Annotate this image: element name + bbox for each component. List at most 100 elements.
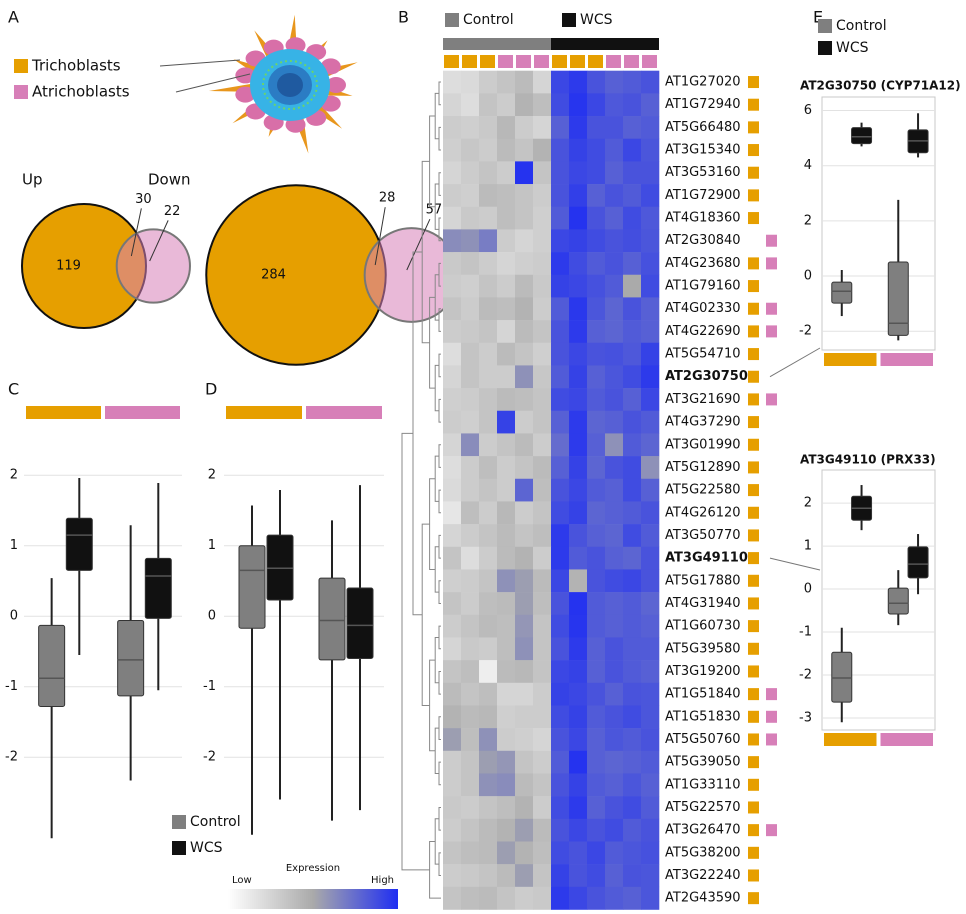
heatmap-cell: [461, 546, 480, 570]
heatmap-cell: [443, 569, 462, 593]
dendrogram: [434, 818, 439, 865]
heatmap-cell: [443, 297, 462, 321]
heatmap-cell: [515, 206, 534, 230]
heatmap-cell: [587, 524, 606, 548]
dendrogram: [429, 659, 436, 752]
heatmap-cell: [605, 252, 624, 276]
heatmap-cell: [623, 569, 642, 593]
heatmap-cell: [533, 796, 552, 820]
heatmap-cell: [587, 184, 606, 208]
heatmap-cell: [443, 682, 462, 706]
gene-label: AT3G01990: [665, 437, 741, 452]
gene-label: AT4G23680: [665, 256, 741, 271]
heatmap-cell: [515, 433, 534, 457]
panel-label: D: [205, 380, 217, 399]
heatmap-cell: [515, 682, 534, 706]
cell-type-bar: [26, 406, 101, 419]
venn-set: [115, 228, 191, 304]
heatmap-cell: [515, 297, 534, 321]
heatmap-cell: [497, 365, 516, 389]
cell-type-bar: [480, 55, 495, 68]
endodermis: [262, 60, 318, 110]
heatmap-cell: [605, 750, 624, 774]
heatmap-cell: [587, 274, 606, 298]
heatmap-cell: [515, 501, 534, 525]
plot-frame: [821, 469, 936, 731]
heatmap-cell: [623, 252, 642, 276]
heatmap-cell: [587, 546, 606, 570]
heatmap-cell: [533, 229, 552, 253]
heatmap-cell: [497, 456, 516, 480]
heatmap-cell: [569, 184, 588, 208]
heatmap-cell: [551, 886, 570, 910]
heatmap-cell: [641, 660, 660, 684]
venn-count: 30: [135, 192, 152, 207]
heatmap-cell: [515, 274, 534, 298]
heatmap-cell: [551, 116, 570, 140]
heatmap-cell: [443, 614, 462, 638]
y-tick-label: -3: [799, 710, 812, 725]
cell-type-marker: [766, 824, 777, 837]
heatmap-cell: [641, 320, 660, 344]
heatmap-cell: [497, 614, 516, 638]
cell-type-marker: [748, 801, 759, 814]
box: [831, 281, 853, 304]
heatmap-cell: [515, 252, 534, 276]
heatmap-cell: [443, 184, 462, 208]
heatmap-cell: [533, 184, 552, 208]
heatmap-cell: [605, 388, 624, 412]
heatmap-cell: [479, 184, 498, 208]
heatmap-cell: [569, 93, 588, 117]
heatmap-cell: [479, 773, 498, 797]
heatmap-cell: [587, 116, 606, 140]
heatmap-cell: [551, 320, 570, 344]
box: [887, 587, 909, 615]
heatmap-cell: [587, 637, 606, 661]
heatmap-cell: [605, 365, 624, 389]
cell-type-marker: [748, 597, 759, 610]
cell-type-marker: [748, 733, 759, 746]
y-tick-label: 0: [804, 582, 812, 597]
heatmap-cell: [461, 138, 480, 162]
y-tick-label: -1: [799, 625, 812, 640]
box: [318, 577, 346, 661]
heatmap-cell: [443, 456, 462, 480]
heatmap-cell: [551, 569, 570, 593]
heatmap-cell: [443, 705, 462, 729]
heatmap-cell: [623, 297, 642, 321]
heatmap-cell: [479, 864, 498, 888]
gene-label: AT5G38200: [665, 845, 741, 860]
heatmap-cell: [443, 70, 462, 94]
heatmap-cell: [641, 297, 660, 321]
heatmap-cell: [641, 252, 660, 276]
heatmap-cell: [461, 456, 480, 480]
legend-label: Trichoblasts: [31, 57, 121, 75]
cell-type-marker: [766, 302, 777, 315]
heatmap-cell: [479, 161, 498, 185]
gene-label: AT2G43590: [665, 891, 741, 906]
gene-label: AT3G15340: [665, 143, 741, 158]
gene-label: AT1G27020: [665, 75, 741, 90]
heatmap-cell: [443, 433, 462, 457]
box: [38, 624, 66, 707]
heatmap-cell: [515, 478, 534, 502]
heatmap-cell: [461, 864, 480, 888]
box: [117, 619, 145, 697]
cell-type-marker: [748, 552, 759, 565]
heatmap-cell: [461, 116, 480, 140]
heatmap-cell: [443, 773, 462, 797]
heatmap-cell: [551, 592, 570, 616]
heatmap-cell: [497, 524, 516, 548]
heatmap-cell: [641, 864, 660, 888]
heatmap-cell: [479, 138, 498, 162]
heatmap-cell: [443, 138, 462, 162]
y-tick-label: 4: [804, 158, 812, 173]
heatmap-cell: [533, 864, 552, 888]
heatmap-cell: [479, 478, 498, 502]
condition-bar: [533, 38, 551, 50]
heatmap-cell: [587, 70, 606, 94]
cell-type-marker: [748, 710, 759, 723]
heatmap-cell: [533, 637, 552, 661]
condition-bar: [587, 38, 605, 50]
heatmap-cell: [605, 116, 624, 140]
